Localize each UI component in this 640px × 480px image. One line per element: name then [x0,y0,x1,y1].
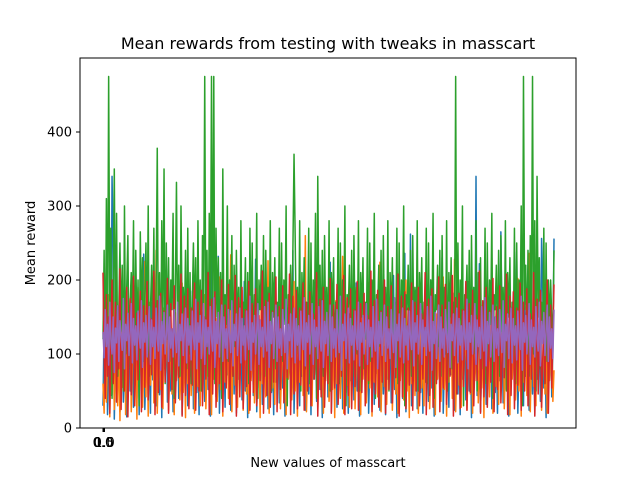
y-tick-label: 0 [64,422,72,437]
chart-title: Mean rewards from testing with tweaks in… [121,34,535,53]
y-tick-label: 200 [47,274,72,289]
plot-frame [79,57,577,429]
x-tick-label: 0.0 [93,436,114,451]
y-axis-label: Mean reward [24,201,39,286]
x-axis: 0.00.51.0 [93,428,115,451]
x-tick-label: 0.5 [94,436,115,451]
x-tick-label: 1.0 [94,436,115,451]
y-tick-label: 100 [47,348,72,363]
series-layer [102,75,555,422]
x-axis-label: New values of masscart [250,456,405,471]
y-tick-label: 300 [47,200,72,215]
y-tick-label: 400 [47,126,72,141]
y-axis: 0 100 200 300 400 [47,126,80,437]
series-line-5 [102,295,555,374]
